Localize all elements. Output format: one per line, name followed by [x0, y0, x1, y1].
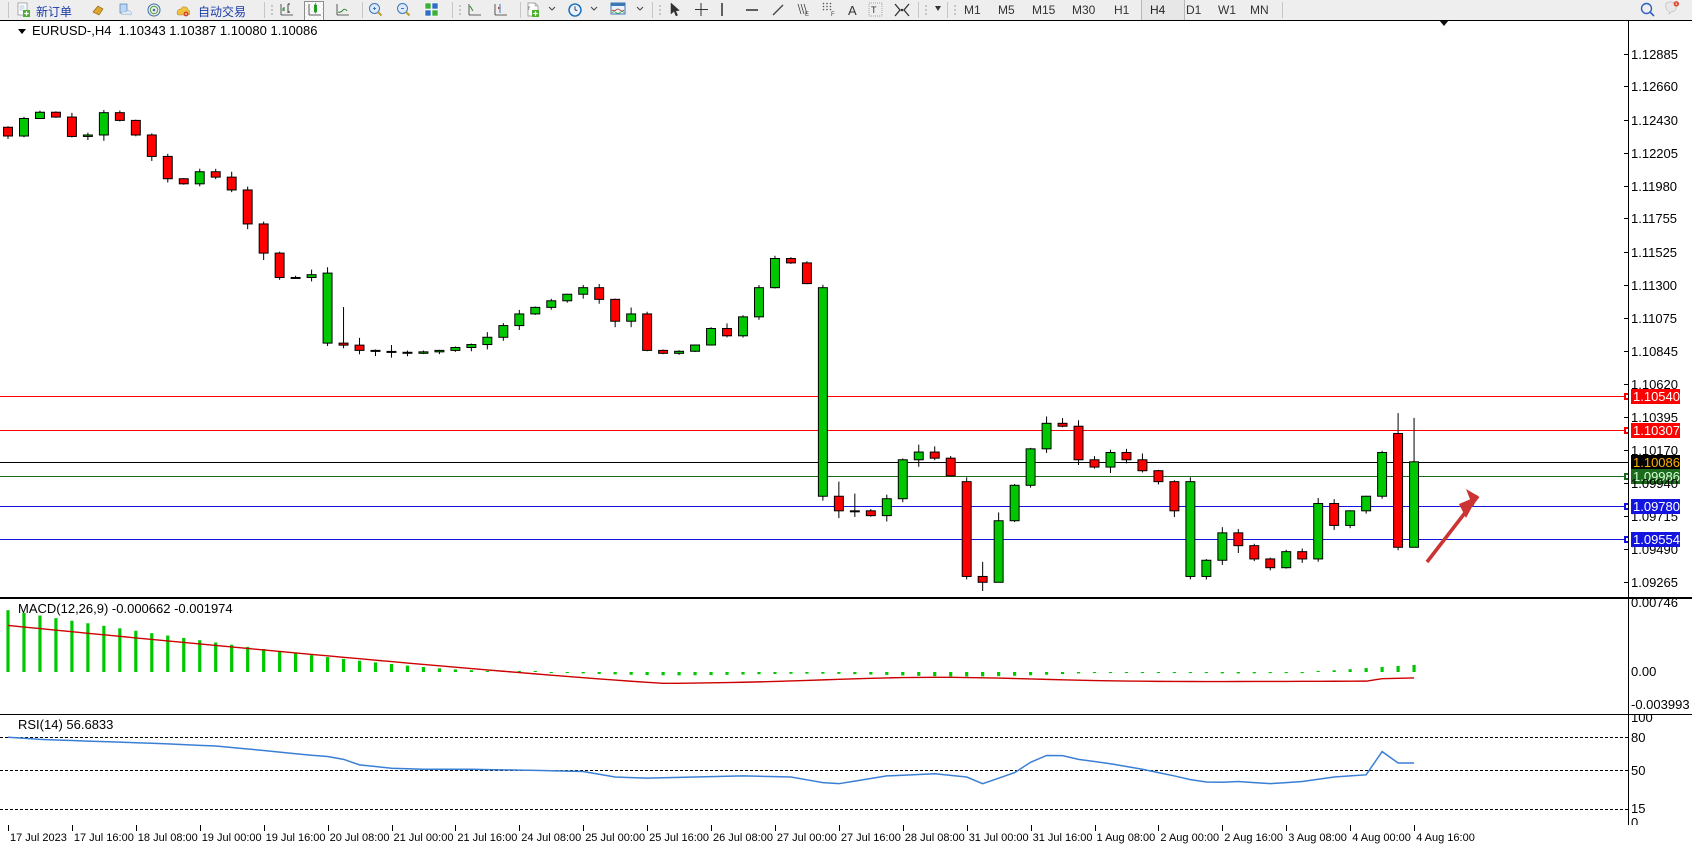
svg-text:F: F	[831, 12, 835, 18]
svg-text:E: E	[805, 12, 809, 18]
svg-text:T: T	[871, 5, 877, 15]
